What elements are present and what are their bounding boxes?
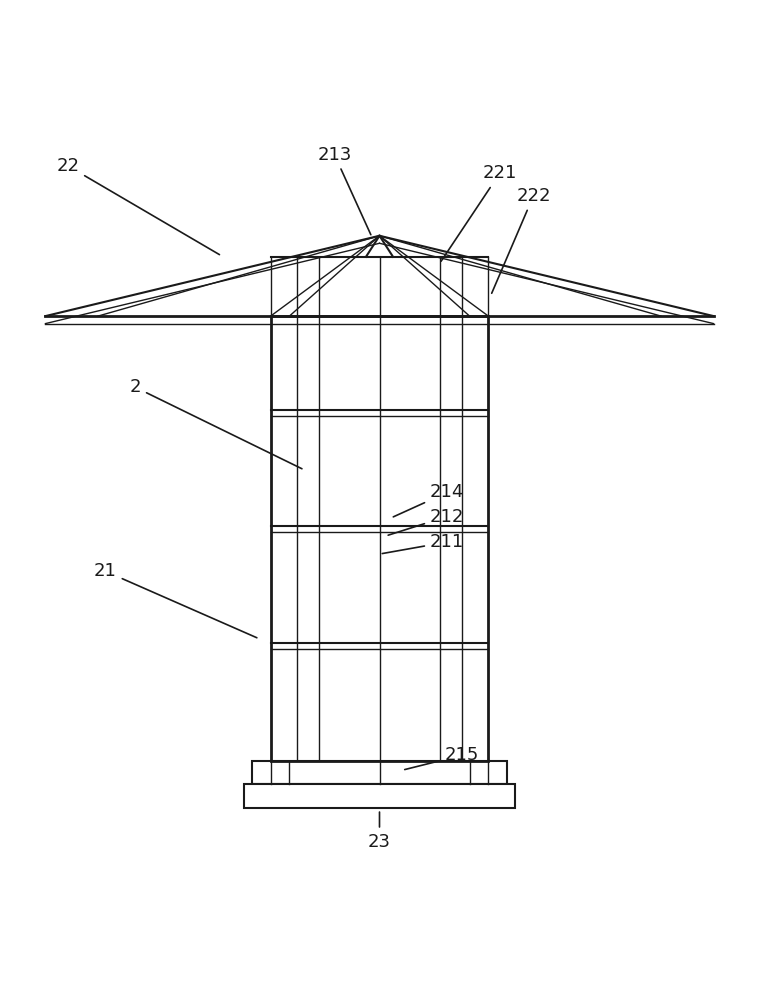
Text: 213: 213 xyxy=(317,146,371,235)
Text: 222: 222 xyxy=(492,187,550,293)
Text: 212: 212 xyxy=(388,508,465,535)
Text: 2: 2 xyxy=(130,378,302,469)
Text: 23: 23 xyxy=(368,812,391,851)
Text: 214: 214 xyxy=(393,483,465,517)
Bar xyxy=(252,761,507,784)
Bar xyxy=(244,784,515,808)
Text: 215: 215 xyxy=(405,746,479,770)
Text: 221: 221 xyxy=(441,164,517,261)
Text: 211: 211 xyxy=(383,533,465,554)
Text: 22: 22 xyxy=(56,157,219,255)
Text: 21: 21 xyxy=(94,562,257,638)
